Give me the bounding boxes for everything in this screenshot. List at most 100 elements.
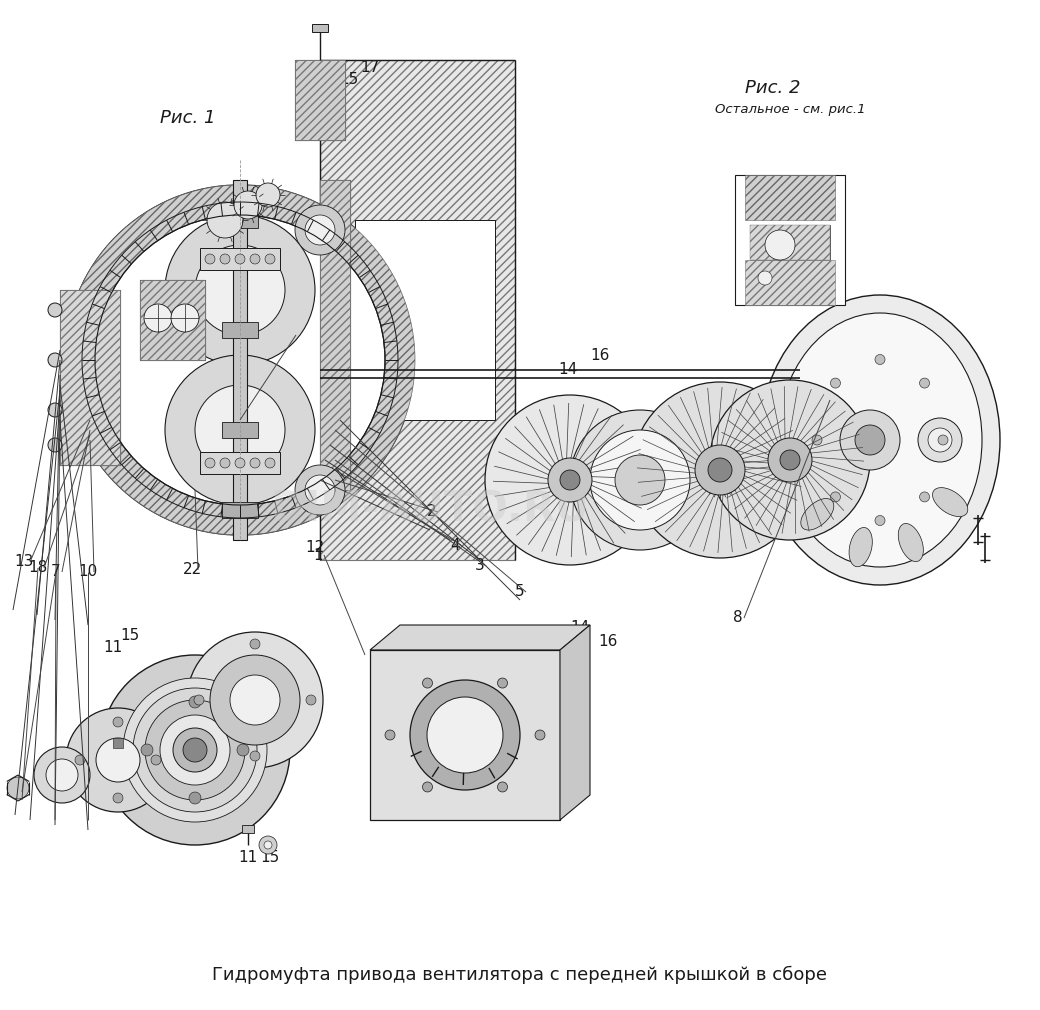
- Text: 17: 17: [361, 61, 380, 76]
- Text: 2: 2: [427, 505, 437, 519]
- Circle shape: [151, 755, 161, 765]
- Circle shape: [189, 792, 201, 804]
- Circle shape: [205, 254, 215, 264]
- Circle shape: [187, 632, 323, 768]
- Circle shape: [133, 688, 257, 812]
- Ellipse shape: [760, 295, 1000, 585]
- Circle shape: [48, 438, 62, 452]
- Circle shape: [265, 254, 275, 264]
- Circle shape: [250, 254, 260, 264]
- Circle shape: [306, 695, 316, 705]
- Text: 12: 12: [868, 481, 887, 496]
- Circle shape: [710, 380, 870, 540]
- Polygon shape: [370, 625, 590, 650]
- Circle shape: [145, 700, 245, 800]
- Ellipse shape: [899, 523, 924, 562]
- Circle shape: [918, 418, 962, 462]
- Circle shape: [928, 428, 952, 452]
- Text: 14: 14: [558, 363, 577, 378]
- Text: 8: 8: [733, 610, 743, 625]
- Circle shape: [919, 492, 930, 502]
- Ellipse shape: [933, 488, 968, 516]
- Circle shape: [123, 678, 267, 822]
- Bar: [295, 60, 345, 140]
- Text: 9: 9: [285, 327, 295, 342]
- Text: 13: 13: [15, 554, 33, 570]
- Bar: [222, 212, 258, 228]
- Circle shape: [590, 430, 690, 530]
- Circle shape: [305, 215, 335, 245]
- Text: 7: 7: [51, 565, 60, 580]
- Circle shape: [48, 403, 62, 417]
- Text: 1: 1: [313, 547, 322, 563]
- Text: 17: 17: [951, 512, 969, 527]
- Circle shape: [230, 675, 280, 725]
- Circle shape: [173, 728, 217, 772]
- Circle shape: [758, 271, 772, 285]
- Circle shape: [840, 410, 900, 470]
- Bar: [242, 825, 254, 833]
- Circle shape: [160, 715, 230, 785]
- Bar: [113, 738, 123, 748]
- Circle shape: [48, 354, 62, 367]
- Circle shape: [196, 385, 285, 475]
- Circle shape: [210, 655, 300, 745]
- Circle shape: [113, 793, 123, 803]
- Circle shape: [708, 468, 732, 492]
- Text: Остальное - см. рис.1: Остальное - см. рис.1: [716, 103, 865, 116]
- Circle shape: [768, 438, 812, 482]
- Text: 15: 15: [931, 524, 950, 539]
- Circle shape: [615, 454, 665, 505]
- Circle shape: [48, 303, 62, 317]
- Text: 22: 22: [182, 563, 202, 578]
- Circle shape: [855, 425, 885, 454]
- Bar: [745, 260, 835, 305]
- Bar: [200, 248, 280, 270]
- Bar: [370, 650, 560, 820]
- Circle shape: [234, 191, 262, 219]
- Circle shape: [485, 395, 655, 565]
- Circle shape: [237, 744, 249, 756]
- Circle shape: [422, 782, 433, 792]
- Bar: [233, 180, 248, 540]
- Circle shape: [305, 475, 335, 505]
- Circle shape: [194, 695, 204, 705]
- Bar: [140, 280, 205, 360]
- Circle shape: [765, 230, 795, 260]
- Circle shape: [189, 696, 201, 708]
- Circle shape: [205, 458, 215, 468]
- Text: 12: 12: [306, 540, 324, 556]
- Circle shape: [207, 202, 243, 238]
- Circle shape: [100, 655, 290, 845]
- Text: 5: 5: [515, 585, 525, 600]
- Circle shape: [250, 639, 260, 649]
- Polygon shape: [560, 625, 590, 820]
- Text: 18: 18: [28, 561, 48, 576]
- Bar: [355, 220, 495, 420]
- Text: 16: 16: [598, 634, 618, 649]
- Circle shape: [427, 697, 503, 773]
- Circle shape: [256, 183, 280, 207]
- Circle shape: [570, 410, 710, 550]
- Circle shape: [235, 458, 245, 468]
- Circle shape: [64, 185, 415, 535]
- Circle shape: [141, 744, 153, 756]
- Text: DIM-AUTO.RU: DIM-AUTO.RU: [270, 489, 590, 531]
- Text: 11: 11: [238, 850, 258, 866]
- Circle shape: [875, 355, 885, 365]
- Circle shape: [708, 458, 732, 482]
- Circle shape: [64, 185, 415, 535]
- Circle shape: [410, 680, 520, 790]
- Bar: [200, 452, 280, 474]
- Text: 16: 16: [591, 347, 609, 363]
- Bar: [745, 175, 835, 220]
- Circle shape: [535, 730, 545, 740]
- Circle shape: [7, 777, 29, 799]
- Bar: [312, 24, 328, 32]
- Bar: [222, 422, 258, 438]
- Circle shape: [812, 435, 822, 445]
- Circle shape: [144, 304, 172, 332]
- Circle shape: [422, 678, 433, 688]
- Bar: [222, 322, 258, 338]
- Circle shape: [497, 782, 508, 792]
